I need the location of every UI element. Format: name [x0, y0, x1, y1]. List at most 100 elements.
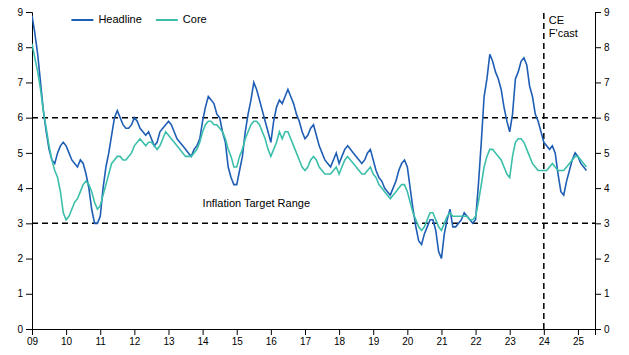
- legend-swatch: [71, 19, 93, 21]
- axis-line: [33, 330, 596, 336]
- tick-label: 12: [129, 336, 141, 347]
- tick-mark: [26, 153, 32, 154]
- tick: 19: [368, 329, 380, 347]
- tick-mark: [595, 188, 601, 189]
- tick-label: 17: [300, 336, 312, 347]
- tick-mark: [339, 329, 340, 335]
- tick: 0: [595, 324, 610, 335]
- tick-label: 15: [232, 336, 244, 347]
- tick-mark: [595, 294, 601, 295]
- tick-mark: [168, 329, 169, 335]
- annotation: Inflation Target Range: [203, 197, 310, 209]
- tick-label: 2: [604, 253, 610, 264]
- tick-mark: [66, 329, 67, 335]
- x-axis: 09 10 11 12 13 14 15 16 17 18 19 20 21 22 23 24 25: [27, 329, 596, 347]
- tick-label: 7: [17, 77, 23, 88]
- tick-mark: [26, 223, 32, 224]
- tick-label: 9: [17, 7, 23, 18]
- target-line: [32, 223, 595, 225]
- tick-label: 10: [61, 336, 73, 347]
- tick-label: 8: [17, 42, 23, 53]
- tick-label: 5: [17, 148, 23, 159]
- tick: 4: [595, 183, 610, 194]
- y2-axis: 0123456789: [595, 7, 610, 335]
- tick-label: 1: [17, 288, 23, 299]
- tick-label: 3: [17, 218, 23, 229]
- tick-label: 25: [573, 336, 585, 347]
- tick: 2: [595, 253, 610, 264]
- tick-mark: [476, 329, 477, 335]
- legend: Headline Core: [71, 13, 206, 25]
- tick: 23: [505, 329, 517, 347]
- tick-mark: [271, 329, 272, 335]
- tick-label: 3: [604, 218, 610, 229]
- tick-mark: [595, 329, 601, 330]
- tick-label: 7: [604, 77, 610, 88]
- axis-line: [26, 13, 33, 330]
- tick-mark: [134, 329, 135, 335]
- tick: 1: [595, 288, 610, 299]
- tick: 24: [539, 329, 551, 347]
- forecast-label: F'cast: [549, 27, 578, 39]
- tick-mark: [26, 118, 32, 119]
- legend-swatch: [156, 19, 178, 21]
- tick-mark: [237, 329, 238, 335]
- annotations: Inflation Target Range CEF'cast: [203, 14, 578, 209]
- tick-mark: [595, 259, 601, 260]
- tick: 3: [17, 218, 32, 229]
- series-line: [32, 16, 586, 259]
- tick: 2: [17, 253, 32, 264]
- legend-item: Headline: [71, 13, 141, 25]
- tick-label: 9: [604, 7, 610, 18]
- tick-label: 11: [96, 336, 107, 347]
- tick: 9: [595, 7, 610, 18]
- tick: 09: [27, 329, 39, 347]
- tick-mark: [26, 259, 32, 260]
- tick: 11: [96, 329, 107, 347]
- tick-label: 2: [17, 253, 23, 264]
- tick-label: 6: [17, 112, 23, 123]
- tick-mark: [441, 329, 442, 335]
- tick: 20: [402, 329, 414, 347]
- forecast-label: CE: [549, 14, 564, 26]
- tick: 5: [595, 148, 610, 159]
- tick: 9: [17, 7, 32, 18]
- tick: 18: [334, 329, 346, 347]
- tick-mark: [595, 82, 601, 83]
- tick: 14: [198, 329, 210, 347]
- tick-label: 14: [198, 336, 210, 347]
- tick: 4: [17, 183, 32, 194]
- tick: 1: [17, 288, 32, 299]
- target-line: [32, 117, 595, 119]
- tick-label: 24: [539, 336, 551, 347]
- tick: 25: [573, 329, 585, 347]
- tick-mark: [544, 329, 545, 335]
- tick-mark: [26, 188, 32, 189]
- tick: 15: [232, 329, 244, 347]
- tick: 8: [17, 42, 32, 53]
- chart: 0910111213141516171819202122232425012345…: [0, 0, 629, 355]
- legend-label: Core: [183, 13, 207, 25]
- tick-label: 4: [17, 183, 23, 194]
- tick-mark: [26, 329, 32, 330]
- tick: 12: [129, 329, 141, 347]
- tick: 22: [471, 329, 483, 347]
- tick: 21: [436, 329, 448, 347]
- series-line: [32, 44, 586, 231]
- tick-mark: [510, 329, 511, 335]
- tick: 3: [595, 218, 610, 229]
- tick-label: 8: [604, 42, 610, 53]
- tick-label: 1: [604, 288, 610, 299]
- tick-label: 0: [604, 324, 610, 335]
- legend-label: Headline: [98, 13, 141, 25]
- tick: 17: [300, 329, 312, 347]
- tick-label: 0: [17, 324, 23, 335]
- tick-mark: [595, 118, 601, 119]
- tick-mark: [595, 153, 601, 154]
- tick: 13: [163, 329, 175, 347]
- tick-mark: [100, 329, 101, 335]
- tick-mark: [305, 329, 306, 335]
- tick-label: 20: [402, 336, 414, 347]
- tick: 7: [17, 77, 32, 88]
- tick: 16: [266, 329, 278, 347]
